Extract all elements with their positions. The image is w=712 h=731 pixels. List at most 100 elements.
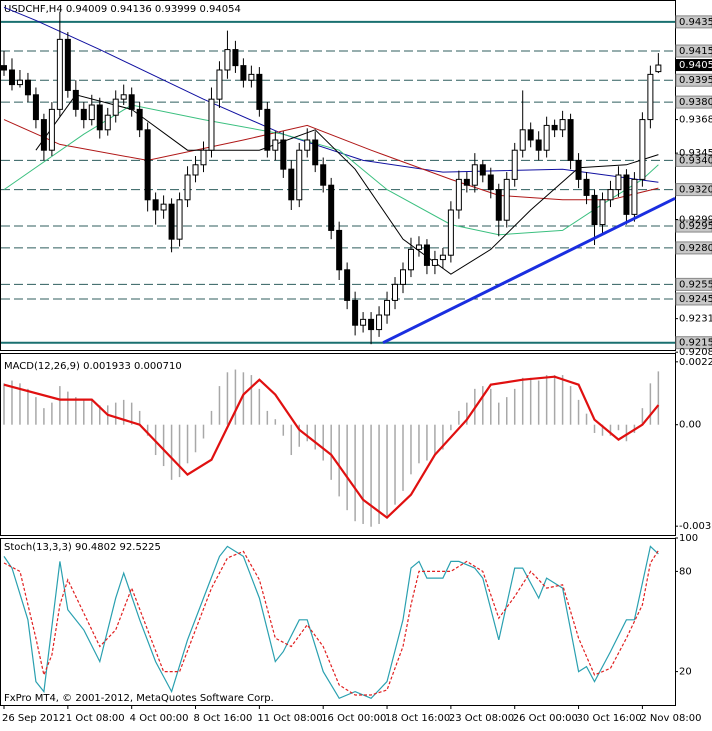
candle-body [232,49,239,67]
candle-body [40,119,47,151]
candle-body [184,174,191,201]
candle-body [439,254,446,261]
level-label-box [675,277,712,291]
main-pane-border [0,0,676,351]
candle-body [16,79,23,86]
y-tick-label: 20 [679,667,692,678]
candle-body [631,178,638,215]
level-label-box [675,73,712,87]
trendline [382,196,676,345]
candle-body [248,73,255,81]
stoch-pane-border [0,538,676,706]
level-label-box [675,153,712,167]
candle-body [1,65,7,71]
candle-body [328,184,335,231]
candle-body [216,69,223,100]
candle-body [136,108,143,131]
candle-body [559,119,566,131]
indicator-title: Stoch(13,3,3) 90.4802 92.5225 [4,542,161,553]
macd-signal [3,375,660,520]
candle-body [360,318,367,326]
y-tick-label: 80 [679,566,692,577]
candle-body [407,248,414,271]
level-label-box [675,241,712,255]
level-label-box [675,44,712,58]
candle-body [288,168,295,201]
y-tick-label: 0.92085 [679,347,712,358]
x-tick-label: 16 Oct 00:00 [321,713,386,724]
candle-body [623,174,630,215]
level-label-box [675,336,712,350]
candle-body [336,229,343,271]
candle-body [160,203,167,211]
y-tick-label: 0.92995 [679,214,712,225]
candle-body [423,244,430,266]
candle-body [24,79,31,96]
chart-title: USDCHF,H4 0.94009 0.94136 0.93999 0.9405… [4,4,241,15]
level-label-box [675,183,712,197]
candle-body [176,199,183,240]
candle-body [312,139,319,166]
candle-body [551,124,558,131]
candle-body [519,129,526,151]
candle-body [96,104,103,131]
x-tick-label: 30 Oct 16:00 [577,713,642,724]
candle-body [264,108,271,151]
plot-layer: USDCHF,H4 0.94009 0.94136 0.93999 0.9405… [1,4,712,724]
moving-average [3,119,659,201]
candle-body [447,209,454,256]
candle-body [575,159,582,180]
candle-body [296,149,303,201]
candle-body [384,299,391,316]
candle-body [280,139,287,170]
candle-body [471,164,478,186]
candle-body [479,164,486,176]
candle-body [128,94,135,110]
y-tick-label: 0.92315 [679,314,712,325]
candle-body [256,73,263,110]
candle-body [455,178,462,211]
candle-body [272,139,279,151]
candle-body [535,139,542,151]
candle-body [463,178,470,186]
x-tick-label: 4 Oct 00:00 [130,713,189,724]
candle-body [144,129,151,201]
candle-body [224,49,231,71]
candle-body [487,174,494,191]
y-tick-label: 0.00 [679,420,701,431]
candle-body [591,194,598,226]
stoch-line [3,550,659,696]
candle-body [72,89,79,110]
candle-body [647,73,654,121]
candle-body [64,38,71,91]
candle-body [208,98,215,151]
candle-body [599,199,606,226]
candle-body [104,114,111,131]
x-tick-label: 11 Oct 08:00 [257,713,322,724]
level-label-box [675,292,712,306]
candle-body [112,98,119,116]
y-tick-label: 0.00228 [679,357,712,368]
level-label-box [675,15,712,29]
candle-body [168,203,175,240]
candle-body [376,314,383,331]
footer: FxPro MT4, © 2001-2012, MetaQuotes Softw… [4,693,274,704]
y-tick-label: -0.00368 [679,521,712,532]
candle-body [56,38,63,110]
candle-body [152,199,159,211]
macd-pane-border [0,353,676,536]
last-price-label: 0.94054 [679,60,712,71]
candle-body [495,189,502,221]
